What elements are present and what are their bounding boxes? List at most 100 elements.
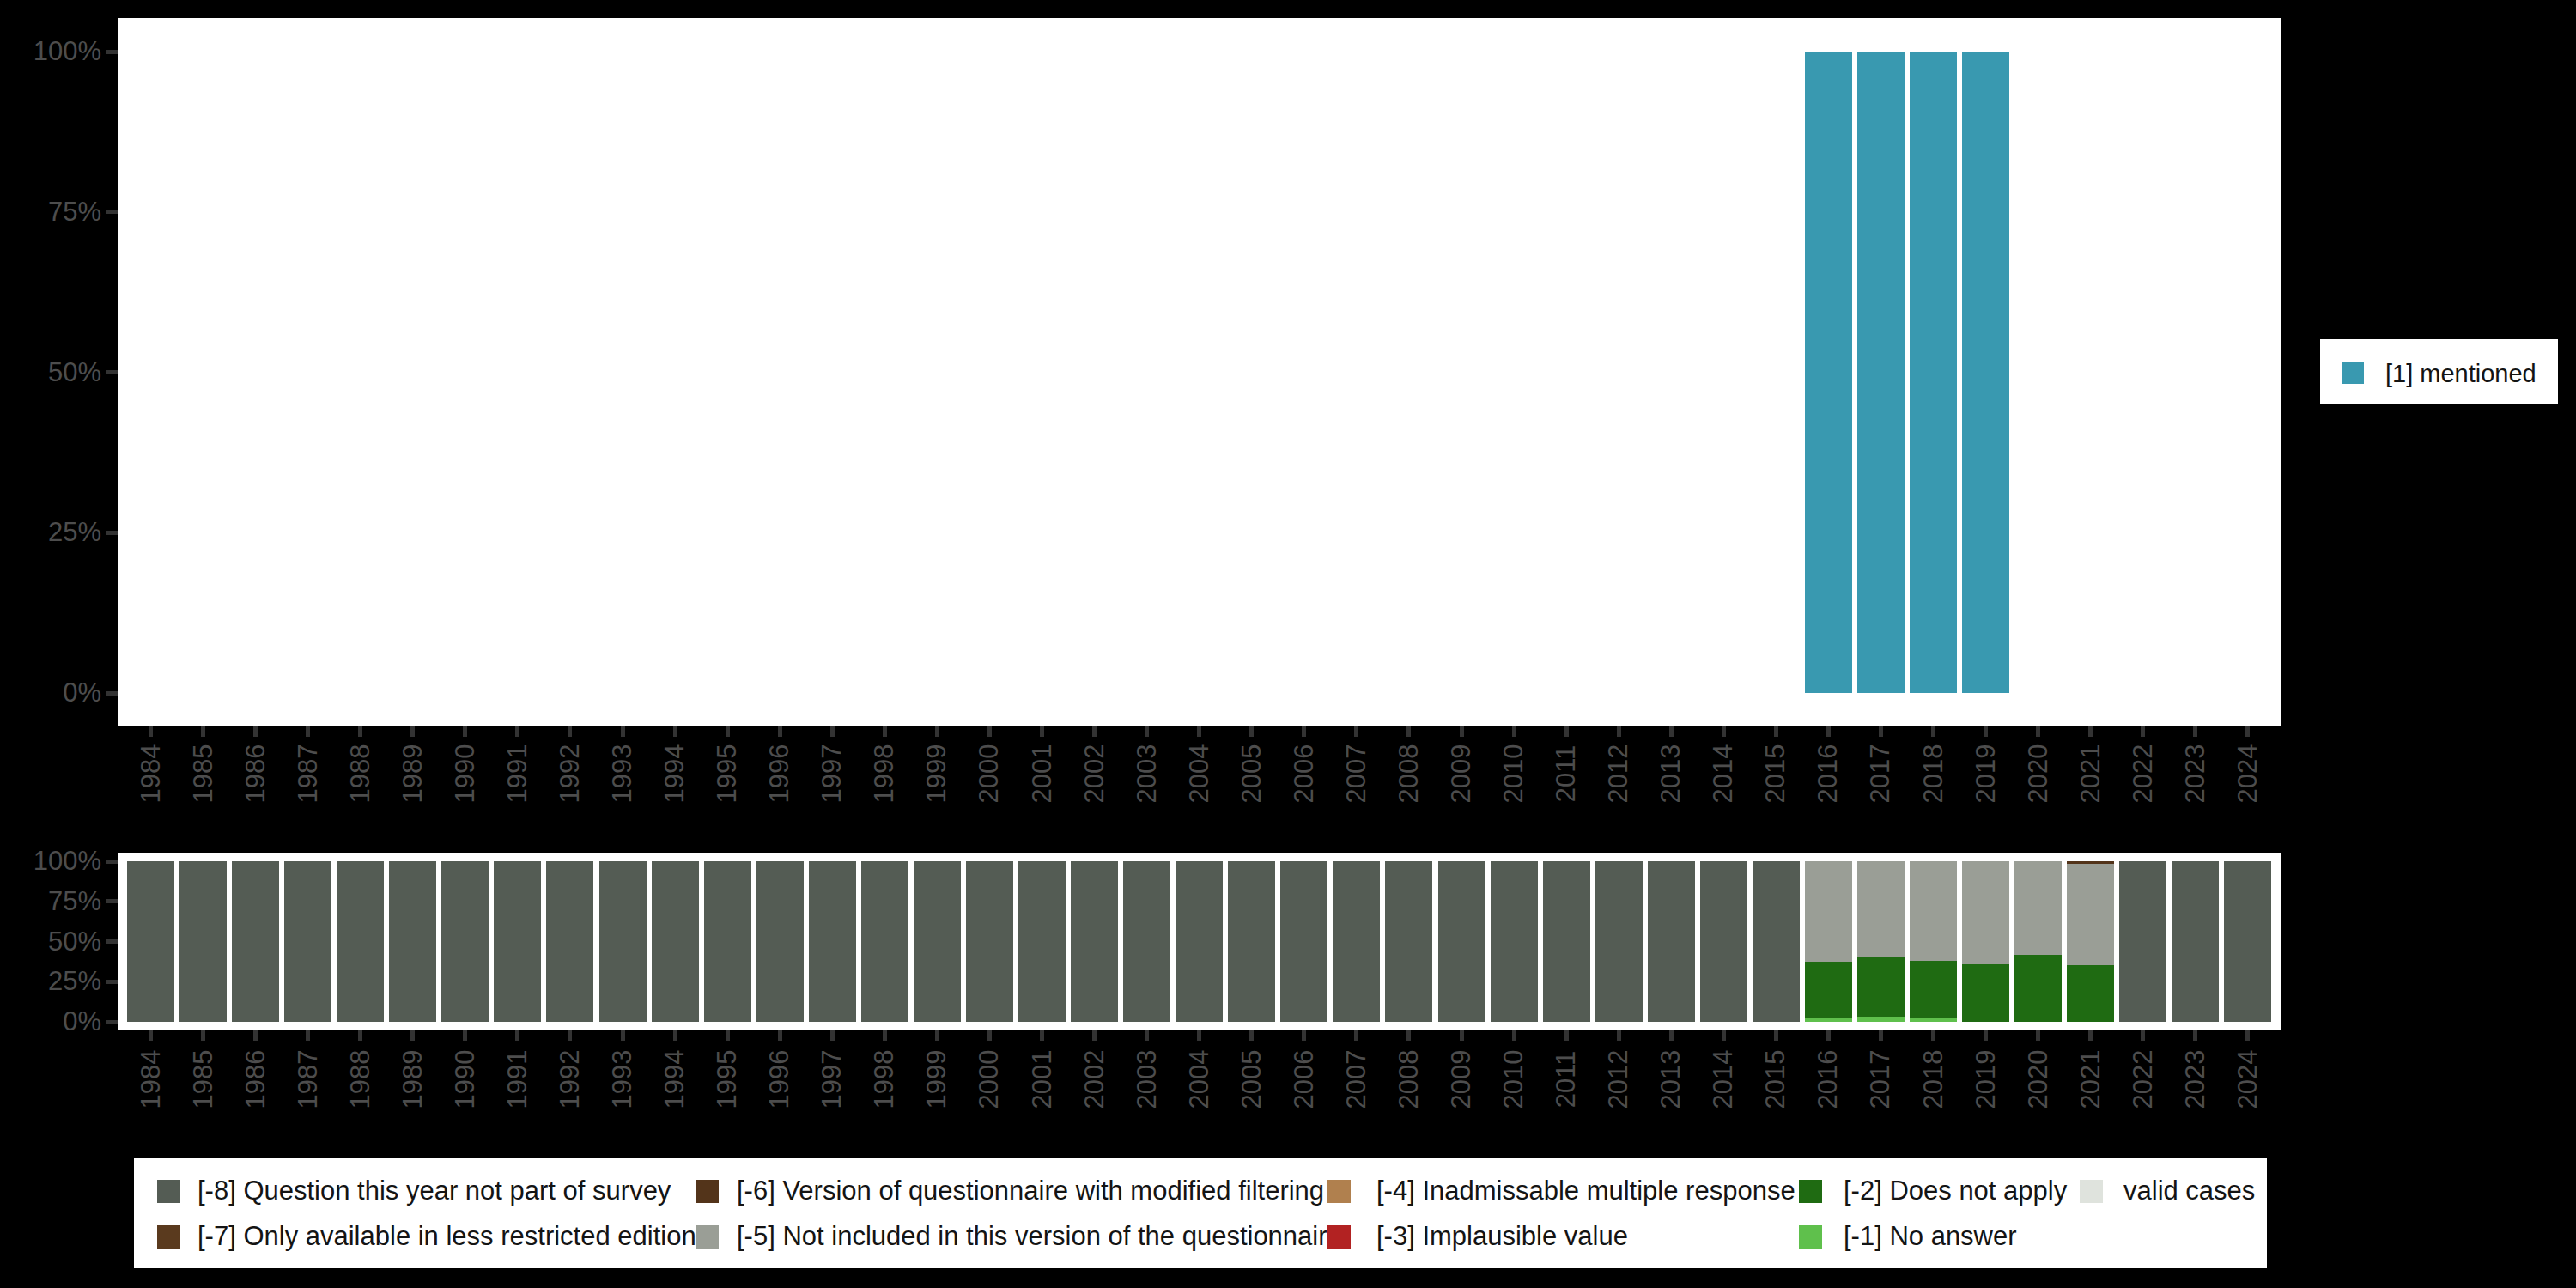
x-axis-year-label: 1997 [819,722,845,825]
x-axis-year-label: 2000 [976,1028,1002,1131]
x-axis-year-label: 1987 [295,1028,321,1131]
legend-swatch--1 [1799,1225,1822,1249]
x-axis-year-label: 2024 [2235,1028,2261,1131]
x-axis-year-label: 2004 [1187,722,1212,825]
x-axis-year-label: 2023 [2183,722,2208,825]
x-axis-year-label: 1986 [243,1028,269,1131]
x-axis-year-label: 1994 [662,722,688,825]
x-axis-year-label: 2015 [1763,1028,1789,1131]
x-axis-year-label: 2022 [2130,722,2156,825]
bar-segment--5 [1910,861,1957,961]
x-axis-year-label: 2013 [1658,1028,1684,1131]
bar-segment--8 [599,861,647,1022]
x-axis-year-label: 2014 [1710,722,1736,825]
x-axis-year-label: 2018 [1921,722,1947,825]
bar-segment--2 [1910,961,1957,1018]
x-axis-year-label: 1992 [557,722,583,825]
bar-segment--5 [2014,861,2062,955]
bar-segment--8 [1438,861,1485,1022]
x-axis-year-label: 2020 [2026,1028,2051,1131]
x-axis-year-label: 2008 [1396,722,1422,825]
x-axis-year-label: 2019 [1973,722,1999,825]
bar-segment--8 [914,861,961,1022]
x-axis-year-label: 2012 [1606,722,1631,825]
bar-segment--8 [652,861,699,1022]
y-axis-tick-label: 0% [0,1006,101,1037]
bar-segment--8 [127,861,174,1022]
x-axis-year-label: 2011 [1553,722,1579,825]
legend-label--1: [-1] No answer [1844,1222,2017,1251]
legend-swatch--3 [1327,1225,1351,1249]
y-axis-tick-label: 50% [0,927,101,957]
x-axis-year-label: 2024 [2235,722,2261,825]
legend-swatch-mentioned [2342,362,2364,384]
x-axis-year-label: 2009 [1449,1028,1474,1131]
x-axis-year-label: 2016 [1815,722,1841,825]
x-axis-year-label: 2016 [1815,1028,1841,1131]
bar-segment--8 [1648,861,1695,1022]
legend-label-valid: valid cases [2123,1176,2255,1206]
x-axis-year-label: 1988 [348,722,374,825]
y-axis-tick [106,691,118,696]
bar-segment--8 [546,861,593,1022]
x-axis-year-label: 1984 [138,1028,164,1131]
bar-segment--8 [1595,861,1643,1022]
x-axis-year-label: 2006 [1291,1028,1317,1131]
bar-segment-mentioned [1805,52,1852,693]
x-axis-year-label: 1998 [872,1028,897,1131]
bar-segment--8 [704,861,751,1022]
bar-segment--8 [494,861,541,1022]
x-axis-year-label: 1995 [714,1028,740,1131]
y-axis-tick [106,939,118,944]
legend-label--2: [-2] Does not apply [1844,1176,2067,1206]
bar-segment--6 [2067,861,2114,864]
bar-segment--5 [1857,861,1905,957]
x-axis-year-label: 1987 [295,722,321,825]
x-axis-year-label: 2017 [1868,1028,1893,1131]
x-axis-year-label: 1985 [191,722,216,825]
legend-label--4: [-4] Inadmissable multiple response [1376,1176,1795,1206]
bar-segment--8 [966,861,1013,1022]
bar-segment--8 [441,861,489,1022]
x-axis-year-label: 2010 [1501,1028,1527,1131]
x-axis-year-label: 1999 [924,722,950,825]
bar-segment--8 [1228,861,1275,1022]
x-axis-year-label: 2004 [1187,1028,1212,1131]
bar-segment--5 [1805,861,1852,962]
x-axis-year-label: 2000 [976,722,1002,825]
bar-segment--8 [232,861,279,1022]
bar-segment-mentioned [1910,52,1957,693]
legend-bottom-box: [-8] Question this year not part of surv… [134,1158,2267,1268]
legend-swatch--4 [1327,1180,1351,1203]
x-axis-year-label: 2011 [1553,1028,1579,1131]
bar-segment--8 [1700,861,1747,1022]
x-axis-year-label: 2020 [2026,722,2051,825]
legend-swatch--2 [1799,1180,1822,1203]
legend-label--5: [-5] Not included in this version of the… [737,1222,1342,1251]
bar-segment--8 [284,861,331,1022]
bar-segment--8 [1123,861,1170,1022]
bar-segment--8 [861,861,908,1022]
bar-segment--8 [179,861,227,1022]
x-axis-year-label: 1992 [557,1028,583,1131]
y-axis-tick-label: 100% [0,36,101,67]
x-axis-year-label: 2006 [1291,722,1317,825]
x-axis-year-label: 1994 [662,1028,688,1131]
legend-swatch--6 [696,1180,719,1203]
x-axis-year-label: 2009 [1449,722,1474,825]
y-axis-tick-label: 25% [0,517,101,548]
variable-report-figure: [1] mentioned [-8] Question this year no… [0,0,2576,1288]
bar-segment--1 [1910,1018,1957,1022]
bar-segment--8 [1753,861,1800,1022]
bar-segment--1 [1857,1017,1905,1022]
x-axis-year-label: 2001 [1030,722,1055,825]
bar-segment-mentioned [1962,52,2009,693]
y-axis-tick-label: 100% [0,846,101,877]
x-axis-year-label: 1991 [505,722,531,825]
bar-segment--8 [2119,861,2166,1022]
x-axis-year-label: 1989 [400,722,426,825]
legend-label--8: [-8] Question this year not part of surv… [197,1176,671,1206]
y-axis-tick [106,860,118,864]
x-axis-year-label: 2014 [1710,1028,1736,1131]
x-axis-year-label: 2010 [1501,722,1527,825]
